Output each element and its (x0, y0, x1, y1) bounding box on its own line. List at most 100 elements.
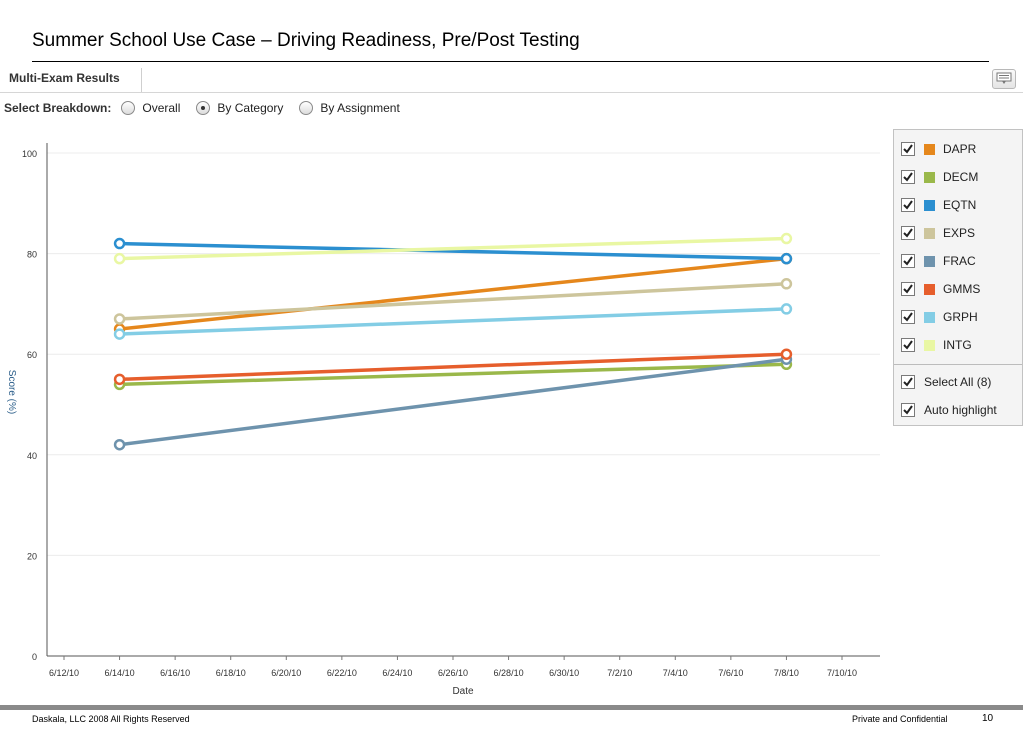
legend-option-label: Select All (8) (924, 375, 992, 389)
data-point[interactable] (780, 278, 793, 290)
chart-gridlines (47, 152, 880, 657)
legend-label: INTG (943, 338, 972, 352)
radio-overall[interactable]: Overall (121, 101, 180, 115)
y-axis-label: Score (%) (6, 370, 17, 414)
series-line[interactable] (119, 352, 787, 382)
legend-item-intg[interactable]: INTG (901, 335, 972, 355)
legend-divider (894, 364, 1022, 365)
x-tick-label: 7/10/10 (827, 668, 857, 678)
legend-swatch (924, 227, 935, 239)
series-gmms[interactable] (113, 348, 793, 386)
legend-swatch (924, 143, 935, 155)
checkbox[interactable] (901, 282, 915, 296)
series-grph[interactable] (113, 303, 793, 340)
checkbox[interactable] (901, 310, 915, 324)
chart-series (113, 232, 793, 451)
data-point[interactable] (113, 373, 126, 386)
x-tick-label: 6/24/10 (382, 668, 412, 678)
radio-button[interactable] (196, 101, 211, 115)
x-tick-label: 6/16/10 (160, 668, 190, 678)
legend-swatch (924, 339, 935, 351)
data-point[interactable] (780, 303, 793, 315)
radio-by-category[interactable]: By Category (196, 101, 283, 115)
footer-confidential: Private and Confidential (852, 714, 948, 724)
legend-option-label: Auto highlight (924, 403, 997, 417)
page-number: 10 (982, 713, 994, 724)
radio-by-assignment[interactable]: By Assignment (299, 101, 400, 115)
series-line[interactable] (119, 362, 787, 387)
checkbox[interactable] (901, 338, 915, 352)
series-eqtn[interactable] (113, 237, 793, 265)
checkbox[interactable] (901, 198, 915, 212)
data-point[interactable] (780, 232, 793, 245)
checkbox[interactable] (901, 403, 915, 417)
breakdown-label: Select Breakdown: (4, 101, 112, 115)
x-tick-label: 6/20/10 (271, 668, 301, 678)
x-tick-label: 6/12/10 (49, 668, 79, 678)
x-tick-label: 7/6/10 (718, 668, 743, 678)
legend-item-frac[interactable]: FRAC (901, 251, 976, 271)
legend-label: DAPR (943, 142, 977, 156)
export-icon[interactable] (992, 69, 1016, 89)
legend-swatch (924, 311, 935, 323)
score-line-chart[interactable]: 0 20 40 60 80 100 6/12/10 6/14/10 6/16/10 6/18/10… (0, 128, 890, 703)
data-point[interactable] (780, 348, 793, 360)
title-divider (32, 61, 989, 62)
panel-header: Multi-Exam Results (0, 66, 1023, 93)
radio-label: By Category (217, 101, 284, 115)
series-line[interactable] (119, 236, 787, 261)
legend-item-decm[interactable]: DECM (901, 167, 978, 187)
legend-item-grph[interactable]: GRPH (901, 307, 978, 327)
legend-option-select-all[interactable]: Select All (8) (901, 372, 991, 392)
footer-copyright: Daskala, LLC 2008 All Rights Reserved (32, 714, 190, 724)
x-tick-label: 6/30/10 (549, 668, 579, 678)
series-line[interactable] (119, 241, 787, 261)
x-tick-label: 7/2/10 (607, 668, 632, 678)
radio-label: Overall (142, 101, 181, 115)
y-tick-label: 40 (27, 451, 37, 461)
series-exps[interactable] (113, 278, 793, 325)
legend-option-auto-highlight[interactable]: Auto highlight (901, 400, 997, 420)
legend-label: FRAC (943, 254, 976, 268)
breakdown-selector: Select Breakdown: Overall By Category By… (4, 101, 416, 115)
checkbox[interactable] (901, 254, 915, 268)
legend-swatch (924, 199, 935, 211)
y-tick-label: 100 (22, 149, 37, 159)
panel-tab-divider (141, 68, 142, 92)
legend-item-gmms[interactable]: GMMS (901, 279, 980, 299)
x-tick-label: 6/18/10 (216, 668, 246, 678)
x-axis-label: Date (452, 686, 474, 697)
checkbox[interactable] (901, 226, 915, 240)
radio-button[interactable] (121, 101, 136, 115)
legend-item-exps[interactable]: EXPS (901, 223, 975, 243)
chart-axes: 0 20 40 60 80 100 6/12/10 6/14/10 6/16/10 6/18/10… (22, 143, 880, 678)
data-point[interactable] (113, 438, 126, 451)
series-line[interactable] (119, 357, 787, 447)
legend-swatch (924, 283, 935, 295)
checkbox[interactable] (901, 375, 915, 389)
radio-button[interactable] (299, 101, 314, 115)
data-point[interactable] (113, 252, 126, 265)
series-line[interactable] (119, 256, 787, 331)
series-intg[interactable] (113, 232, 793, 265)
legend-label: GMMS (943, 282, 981, 296)
footer-bar (0, 705, 1023, 710)
data-point[interactable] (113, 237, 126, 250)
series-line[interactable] (119, 307, 787, 336)
panel-title: Multi-Exam Results (9, 71, 120, 85)
y-tick-label: 20 (27, 551, 37, 561)
legend-label: EXPS (943, 226, 976, 240)
legend-item-eqtn[interactable]: EQTN (901, 195, 976, 215)
legend-item-dapr[interactable]: DAPR (901, 139, 976, 159)
radio-label: By Assignment (320, 101, 400, 115)
x-tick-label: 7/8/10 (774, 668, 799, 678)
legend-label: GRPH (943, 310, 978, 324)
data-point[interactable] (113, 313, 126, 325)
legend-swatch (924, 171, 935, 183)
checkbox[interactable] (901, 142, 915, 156)
data-point[interactable] (780, 252, 793, 265)
series-line[interactable] (119, 282, 787, 321)
x-tick-label: 6/14/10 (105, 668, 135, 678)
data-point[interactable] (113, 328, 126, 340)
checkbox[interactable] (901, 170, 915, 184)
